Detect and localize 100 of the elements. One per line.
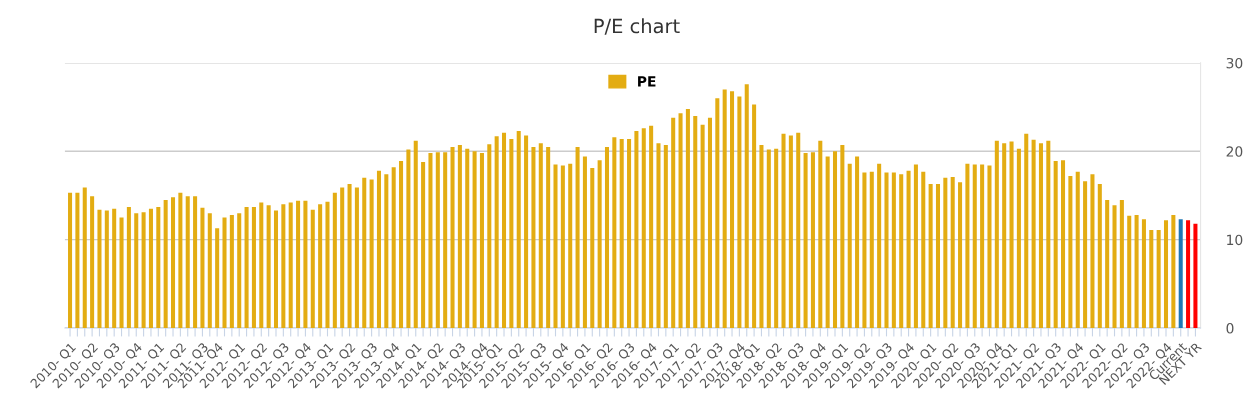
bar <box>1141 219 1146 329</box>
bar <box>891 172 896 329</box>
bar <box>788 135 793 329</box>
bar <box>546 146 551 329</box>
bar <box>325 201 330 329</box>
bar <box>553 164 558 329</box>
bar <box>604 146 610 329</box>
bar <box>1009 141 1014 329</box>
bar <box>1031 139 1036 329</box>
bar <box>97 209 102 329</box>
bar <box>75 192 80 329</box>
bar <box>391 167 396 329</box>
bar <box>376 170 381 329</box>
bar <box>266 205 271 329</box>
bar <box>685 108 690 329</box>
bar <box>435 152 440 329</box>
bar <box>207 213 212 329</box>
bar <box>818 140 823 329</box>
bar <box>597 160 602 329</box>
bar <box>722 89 727 329</box>
bar <box>649 125 654 329</box>
bar <box>90 196 95 329</box>
bar <box>619 138 624 329</box>
bar <box>303 200 308 329</box>
bar <box>965 163 970 329</box>
bar <box>163 199 168 329</box>
bar <box>928 184 933 329</box>
bar <box>1061 160 1066 329</box>
bar <box>678 113 683 329</box>
bar <box>1193 223 1198 329</box>
bar <box>273 210 279 329</box>
bar <box>884 172 889 329</box>
y-tick-label: 0 <box>1226 323 1234 334</box>
bar <box>707 117 712 329</box>
bar <box>531 146 536 329</box>
bar <box>251 206 256 329</box>
bar <box>855 156 860 329</box>
bar <box>134 213 139 329</box>
bar <box>193 196 198 329</box>
bar <box>450 146 455 329</box>
bar <box>479 153 484 329</box>
bar <box>840 145 845 329</box>
bar <box>82 187 87 329</box>
bar <box>906 170 911 329</box>
bar <box>1068 176 1073 329</box>
bar <box>943 177 948 329</box>
bar <box>237 213 242 329</box>
bar <box>516 130 521 329</box>
bar <box>987 165 992 329</box>
bar <box>935 184 941 329</box>
bar <box>869 171 874 329</box>
bar <box>1038 143 1043 329</box>
bar <box>244 206 249 329</box>
bar <box>1171 214 1176 329</box>
bar <box>200 207 205 329</box>
bar <box>913 164 918 329</box>
bar <box>443 152 448 329</box>
y-tick-label: 20 <box>1226 146 1243 157</box>
bar <box>384 174 389 329</box>
bar <box>362 177 367 329</box>
bar <box>1097 184 1102 329</box>
bar <box>185 196 190 329</box>
bar <box>796 132 801 329</box>
bar <box>663 145 668 329</box>
bar <box>141 212 146 329</box>
bar <box>972 164 977 329</box>
bar <box>296 200 301 329</box>
chart-title: P/E chart <box>594 18 680 35</box>
bar <box>730 91 735 329</box>
bar <box>641 128 646 329</box>
bar <box>950 176 955 329</box>
bar <box>1134 214 1139 329</box>
bar <box>215 228 220 329</box>
bar <box>156 206 161 329</box>
bar <box>171 197 176 329</box>
bar <box>1075 171 1080 329</box>
bar <box>406 149 411 329</box>
bar <box>862 172 867 329</box>
bar <box>582 156 587 329</box>
bar <box>847 163 852 329</box>
bar <box>457 145 462 329</box>
bar <box>1053 161 1058 329</box>
bar <box>1178 219 1183 329</box>
bar <box>501 132 507 329</box>
bar <box>877 163 882 329</box>
bar <box>803 153 808 329</box>
bar <box>693 115 698 329</box>
bar <box>634 130 639 329</box>
bar <box>744 84 749 329</box>
bar <box>1119 199 1124 329</box>
bar <box>465 148 470 329</box>
bar <box>575 146 580 329</box>
bar <box>1112 205 1117 329</box>
bar <box>1163 220 1169 329</box>
bar <box>222 217 227 329</box>
bar <box>68 192 73 329</box>
bar <box>332 192 337 329</box>
bar <box>1090 174 1095 329</box>
bar <box>112 208 117 329</box>
bar <box>700 124 705 329</box>
